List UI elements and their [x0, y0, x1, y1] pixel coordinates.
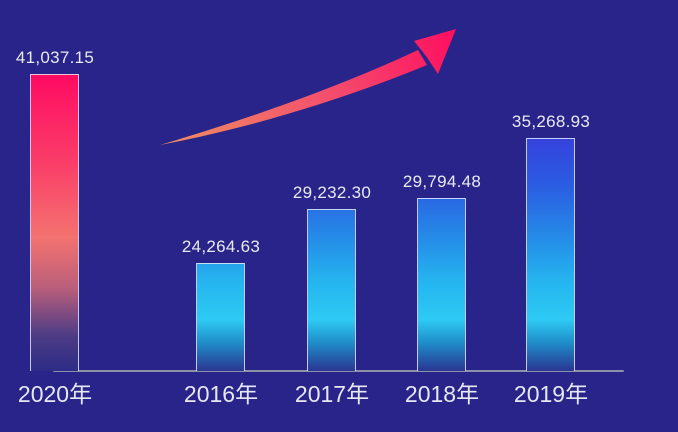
- axis-label-2017: 2017年: [294, 381, 370, 407]
- value-label-2018: 29,794.48: [402, 172, 482, 191]
- bar-group-2016: 24,264.63 2016年: [166, 0, 276, 432]
- bar-group-2018: 29,794.48 2018年: [387, 0, 497, 432]
- axis-label-2019: 2019年: [513, 381, 589, 407]
- value-label-2017: 29,232.30: [292, 183, 372, 202]
- value-label-2016: 24,264.63: [181, 237, 261, 256]
- bar-2017: [307, 209, 356, 371]
- bar-2019: [526, 138, 575, 371]
- x-axis-line: [53, 370, 624, 372]
- axis-label-2020: 2020年: [17, 381, 93, 407]
- value-label-2019: 35,268.93: [511, 112, 591, 131]
- bar-2020: [30, 74, 79, 371]
- value-label-2020: 41,037.15: [15, 48, 95, 67]
- axis-label-2016: 2016年: [183, 381, 259, 407]
- bar-group-2017: 29,232.30 2017年: [277, 0, 387, 432]
- bar-2016: [196, 263, 245, 371]
- axis-label-2018: 2018年: [404, 381, 480, 407]
- bar-2018: [417, 198, 466, 371]
- bar-group-2020: 41,037.15 2020年: [0, 0, 110, 432]
- bar-group-2019: 35,268.93 2019年: [496, 0, 606, 432]
